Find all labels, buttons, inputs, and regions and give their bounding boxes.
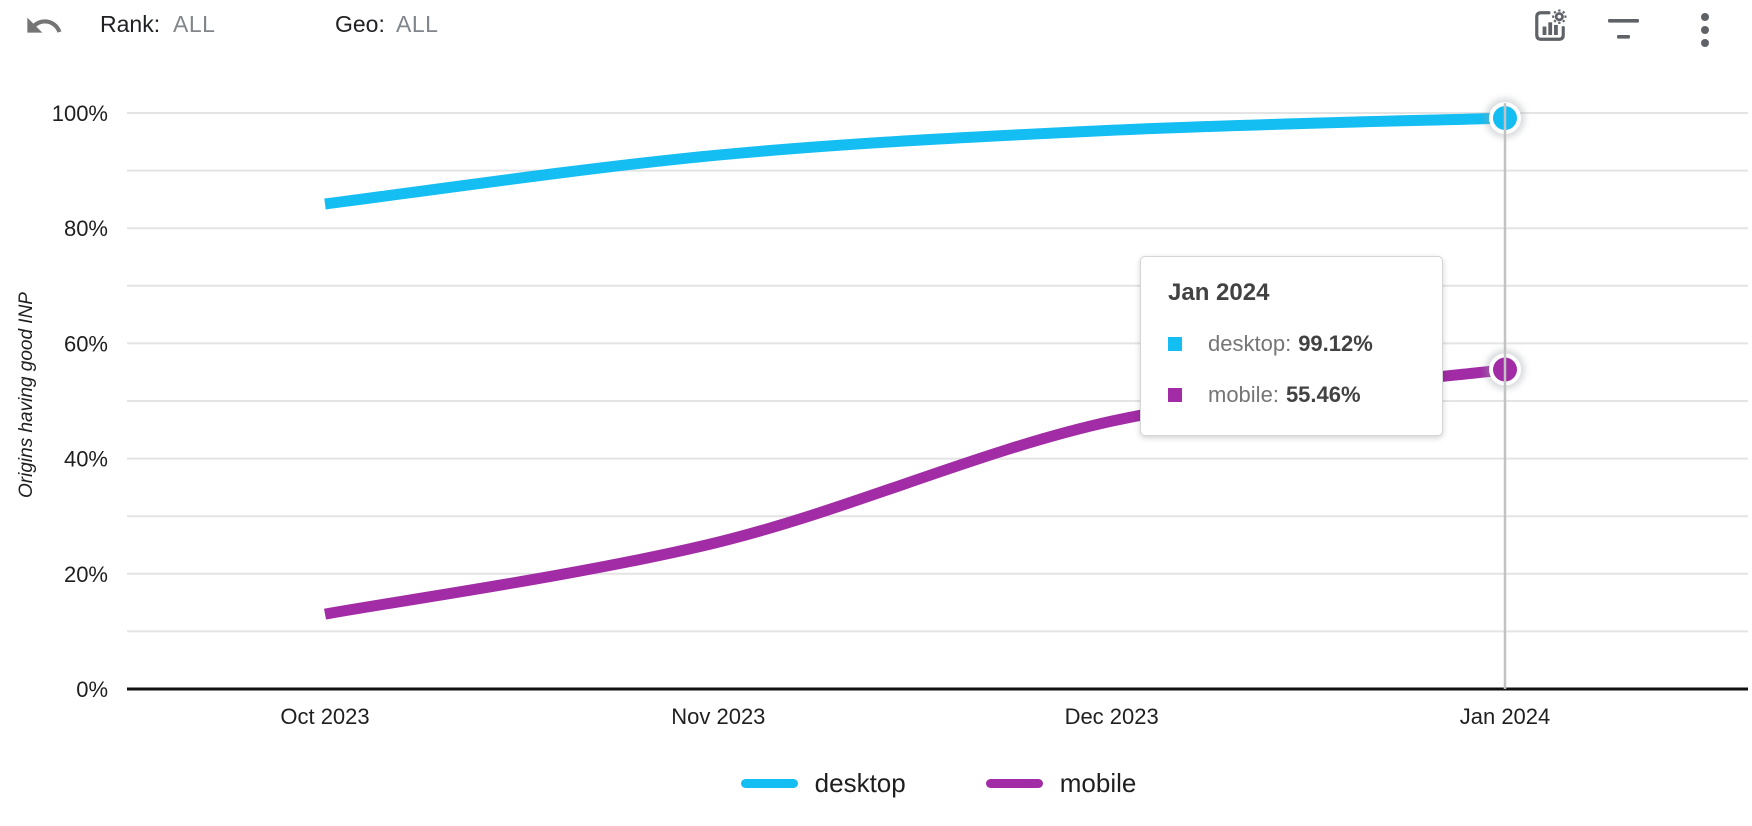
mobile-series-swatch [1168, 388, 1182, 402]
tooltip-row-mobile: mobile: 55.46% [1168, 382, 1418, 408]
x-tick-label: Jan 2024 [1460, 704, 1551, 729]
y-tick-label: 20% [64, 562, 108, 587]
mobile-legend-swatch [985, 779, 1043, 788]
x-tick-label: Oct 2023 [280, 704, 369, 729]
y-tick-label: 0% [76, 677, 108, 702]
tooltip-title: Jan 2024 [1168, 279, 1270, 306]
filter-icon[interactable] [1606, 16, 1642, 49]
series-line-desktop[interactable] [324, 112, 1506, 210]
chart-legend: desktop mobile [127, 768, 1750, 799]
y-tick-label: 80% [64, 216, 108, 241]
mobile-legend-label: mobile [1059, 768, 1137, 798]
geo-filter-value[interactable]: ALL [396, 11, 439, 37]
x-tick-label: Nov 2023 [671, 704, 765, 729]
toolbar: Rank: ALL Geo: ALL [0, 0, 1752, 56]
chart-tooltip: Jan 2024 desktop: 99.12% mobile: 55.46% [1140, 256, 1443, 436]
tooltip-row-desktop: desktop: 99.12% [1168, 331, 1418, 357]
kebab-menu-icon[interactable] [1697, 10, 1713, 59]
x-tick-label: Dec 2023 [1065, 704, 1159, 729]
desktop-series-swatch [1168, 337, 1182, 351]
tooltip-desktop-text: desktop: 99.12% [1208, 331, 1373, 356]
tooltip-mobile-text: mobile: 55.46% [1208, 382, 1361, 407]
y-tick-label: 100% [52, 101, 108, 126]
y-tick-label: 60% [64, 331, 108, 356]
desktop-legend-label: desktop [814, 768, 906, 798]
desktop-legend-swatch [740, 779, 798, 788]
rank-filter-label: Rank: [100, 11, 161, 37]
line-chart-plot-area[interactable]: 0% 20% 40% 60% 80% 100% Oct 2023 Nov 2023 Dec 20… [0, 0, 1752, 760]
legend-item-desktop[interactable]: desktop [740, 768, 906, 799]
undo-icon[interactable] [24, 6, 64, 46]
geo-filter-label: Geo: [335, 11, 385, 37]
rank-filter-value[interactable]: ALL [173, 11, 216, 37]
legend-item-mobile[interactable]: mobile [985, 768, 1137, 799]
chart-settings-icon[interactable] [1532, 8, 1568, 49]
y-tick-label: 40% [64, 447, 108, 472]
